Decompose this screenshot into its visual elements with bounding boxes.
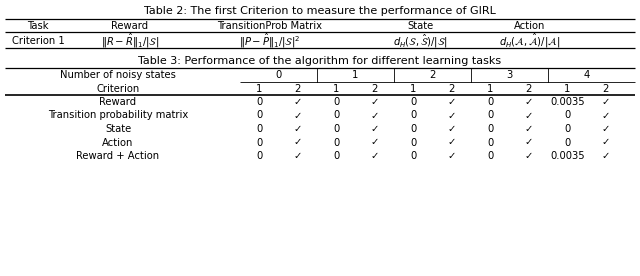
Text: 0: 0	[256, 151, 262, 161]
Text: State: State	[407, 21, 433, 31]
Text: ✓: ✓	[447, 124, 456, 134]
Text: ✓: ✓	[294, 137, 302, 147]
Text: ✓: ✓	[525, 110, 533, 121]
Text: State: State	[105, 124, 131, 134]
Text: 1: 1	[333, 84, 339, 94]
Text: Transition probability matrix: Transition probability matrix	[48, 110, 188, 121]
Text: 0: 0	[410, 110, 417, 121]
Text: ✓: ✓	[525, 151, 533, 161]
Text: 1: 1	[487, 84, 493, 94]
Text: 0: 0	[333, 97, 339, 107]
Text: ✓: ✓	[294, 151, 302, 161]
Text: 0: 0	[487, 124, 493, 134]
Text: 0: 0	[256, 137, 262, 147]
Text: ✓: ✓	[371, 137, 379, 147]
Text: 0: 0	[410, 137, 417, 147]
Text: 0: 0	[333, 124, 339, 134]
Text: 0: 0	[333, 110, 339, 121]
Text: ✓: ✓	[294, 124, 302, 134]
Text: 0: 0	[487, 110, 493, 121]
Text: ✓: ✓	[371, 124, 379, 134]
Text: $d_H(\mathcal{S}, \hat{\mathcal{S}})/|\mathcal{S}|$: $d_H(\mathcal{S}, \hat{\mathcal{S}})/|\m…	[392, 32, 447, 50]
Text: ✓: ✓	[602, 110, 610, 121]
Text: 0: 0	[275, 70, 282, 80]
Text: ✓: ✓	[294, 110, 302, 121]
Text: Reward: Reward	[99, 97, 136, 107]
Text: ✓: ✓	[447, 151, 456, 161]
Text: 1: 1	[564, 84, 570, 94]
Text: ✓: ✓	[525, 124, 533, 134]
Text: 2: 2	[429, 70, 436, 80]
Text: 0: 0	[333, 151, 339, 161]
Text: 2: 2	[449, 84, 455, 94]
Text: ✓: ✓	[602, 97, 610, 107]
Text: 0: 0	[410, 151, 417, 161]
Text: 2: 2	[372, 84, 378, 94]
Text: 0: 0	[564, 137, 570, 147]
Text: ✓: ✓	[525, 137, 533, 147]
Text: $d_H(\mathcal{A}, \hat{\mathcal{A}})/|\mathcal{A}|$: $d_H(\mathcal{A}, \hat{\mathcal{A}})/|\m…	[499, 32, 561, 50]
Text: 1: 1	[256, 84, 262, 94]
Text: 0: 0	[256, 110, 262, 121]
Text: Number of noisy states: Number of noisy states	[60, 70, 176, 80]
Text: 0: 0	[333, 137, 339, 147]
Text: ✓: ✓	[602, 151, 610, 161]
Text: 2: 2	[294, 84, 301, 94]
Text: 4: 4	[584, 70, 589, 80]
Text: ✓: ✓	[447, 97, 456, 107]
Text: 0: 0	[256, 124, 262, 134]
Text: ✓: ✓	[294, 97, 302, 107]
Text: $\|R - \hat{R}\|_1/|\mathcal{S}|$: $\|R - \hat{R}\|_1/|\mathcal{S}|$	[101, 32, 159, 50]
Text: Table 3: Performance of the algorithm for different learning tasks: Table 3: Performance of the algorithm fo…	[138, 56, 502, 66]
Text: Criterion 1: Criterion 1	[12, 36, 65, 46]
Text: ✓: ✓	[371, 97, 379, 107]
Text: ✓: ✓	[447, 110, 456, 121]
Text: TransitionProb Matrix: TransitionProb Matrix	[218, 21, 323, 31]
Text: 3: 3	[506, 70, 513, 80]
Text: 0: 0	[256, 97, 262, 107]
Text: Action: Action	[102, 137, 134, 147]
Text: 0.0035: 0.0035	[550, 151, 584, 161]
Text: Task: Task	[28, 21, 49, 31]
Text: Table 2: The first Criterion to measure the performance of GIRL: Table 2: The first Criterion to measure …	[144, 6, 496, 16]
Text: 0: 0	[487, 151, 493, 161]
Text: 0.0035: 0.0035	[550, 97, 584, 107]
Text: 1: 1	[410, 84, 417, 94]
Text: $\|P - \hat{P}\|_1/|\mathcal{S}|^2$: $\|P - \hat{P}\|_1/|\mathcal{S}|^2$	[239, 32, 301, 50]
Text: 0: 0	[564, 110, 570, 121]
Text: Reward: Reward	[111, 21, 148, 31]
Text: 0: 0	[410, 124, 417, 134]
Text: 0: 0	[564, 124, 570, 134]
Text: 0: 0	[487, 97, 493, 107]
Text: 0: 0	[410, 97, 417, 107]
Text: Reward + Action: Reward + Action	[76, 151, 159, 161]
Text: 2: 2	[603, 84, 609, 94]
Text: ✓: ✓	[371, 110, 379, 121]
Text: Action: Action	[515, 21, 546, 31]
Text: 0: 0	[487, 137, 493, 147]
Text: 2: 2	[525, 84, 532, 94]
Text: ✓: ✓	[371, 151, 379, 161]
Text: Criterion: Criterion	[97, 84, 140, 94]
Text: ✓: ✓	[602, 137, 610, 147]
Text: ✓: ✓	[602, 124, 610, 134]
Text: 1: 1	[352, 70, 358, 80]
Text: ✓: ✓	[525, 97, 533, 107]
Text: ✓: ✓	[447, 137, 456, 147]
